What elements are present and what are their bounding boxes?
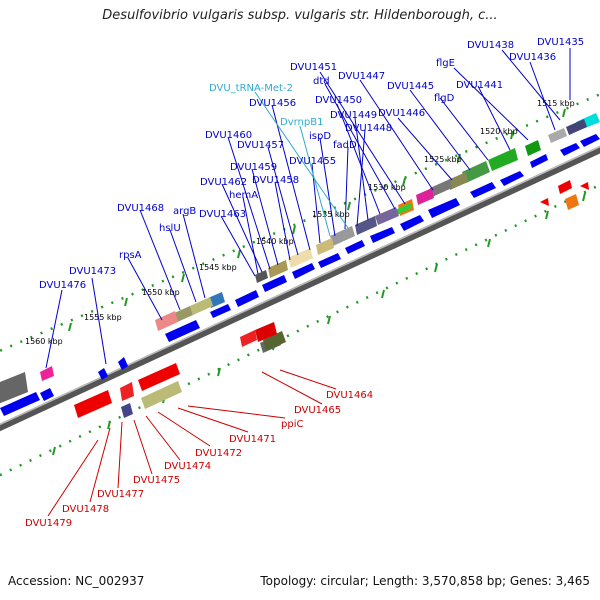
gene-label: DVU1468 [117, 203, 164, 214]
gene-label: DVU1472 [195, 448, 242, 459]
forward-tick-track [0, 92, 600, 353]
gene-label: DVU1447 [338, 71, 385, 82]
forward-gene-arrows [0, 134, 600, 416]
gene-label: DVU1450 [315, 95, 362, 106]
gene-label: DVU1448 [345, 123, 392, 134]
gene-label: DVU1441 [456, 80, 503, 91]
genome-backbone [0, 145, 600, 432]
gene-label: DVU1438 [467, 40, 514, 51]
gene-label: DVU1436 [509, 52, 556, 63]
scale-ticks [52, 108, 586, 456]
gene-label: DVU1445 [387, 81, 434, 92]
gene-label: argB [173, 206, 196, 217]
gene-label: ppiC [281, 419, 303, 430]
gene-label: DVU1465 [294, 405, 341, 416]
scale-labels: 1515 kbp 1520 kbp 1525 kbp 1530 kbp 1535… [25, 99, 575, 346]
gene-label: DVU1477 [97, 489, 144, 500]
map-title: Desulfovibrio vulgaris subsp. vulgaris s… [102, 8, 498, 23]
gene-label: rpsA [119, 250, 142, 261]
gene-label: hemA [229, 190, 258, 201]
forward-gene-boxes [0, 113, 600, 404]
forward-leader-lines [45, 48, 571, 369]
gene-label: ispD [309, 131, 331, 142]
gene-label: DVU1435 [537, 37, 584, 48]
gene-label: DVU1475 [133, 475, 180, 486]
rna-gene-labels: DVU_tRNA-Met-2 DvrnpB1 [209, 83, 323, 128]
gene-label: DVU1462 [200, 177, 247, 188]
reverse-gene-features [74, 180, 589, 418]
gene-label: DVU1455 [289, 156, 336, 167]
gene-label: DVU1457 [237, 140, 284, 151]
gene-label: flgE [436, 58, 455, 69]
gene-label: DVU1449 [330, 110, 377, 121]
gene-label: DvrnpB1 [280, 117, 323, 128]
scale-label: 1540 kbp [256, 237, 294, 246]
gene-label: dtd [313, 76, 330, 87]
scale-label: 1525 kbp [424, 155, 462, 164]
accession-text: Accession: NC_002937 [8, 574, 145, 588]
scale-label: 1560 kbp [25, 337, 63, 346]
gene-label: DVU1459 [230, 162, 277, 173]
gene-label: DVU1473 [69, 266, 116, 277]
gene-label: DVU1478 [62, 504, 109, 515]
gene-label: DVU1474 [164, 461, 211, 472]
reverse-gene-labels: DVU1464 DVU1465 ppiC DVU1471 DVU1472 DVU… [25, 390, 373, 529]
gene-label: DVU1479 [25, 518, 72, 529]
gene-label: DVU1456 [249, 98, 296, 109]
scale-label: 1555 kbp [84, 313, 122, 322]
reverse-tick-track [0, 183, 600, 477]
gene-label: DVU1464 [326, 390, 373, 401]
gene-label: DVU_tRNA-Met-2 [209, 83, 293, 94]
scale-label: 1520 kbp [480, 127, 518, 136]
gene-label: flgD [434, 93, 455, 104]
rna-leader-lines [254, 91, 349, 237]
gene-label: DVU1460 [205, 130, 252, 141]
forward-gene-labels: DVU1435 DVU1438 DVU1436 flgE DVU1441 flg… [39, 37, 584, 291]
gene-label: DVU1458 [252, 175, 299, 186]
gene-label: fadD [333, 140, 357, 151]
gene-label: DVU1451 [290, 62, 337, 73]
gene-label: DVU1463 [199, 209, 246, 220]
scale-label: 1515 kbp [537, 99, 575, 108]
gene-label: DVU1476 [39, 280, 86, 291]
reverse-leader-lines [47, 369, 337, 517]
scale-label: 1545 kbp [199, 263, 237, 272]
gene-label: hslU [159, 223, 181, 234]
topology-summary: Topology: circular; Length: 3,570,858 bp… [260, 574, 590, 588]
scale-label: 1535 kbp [312, 210, 350, 219]
scale-label: 1550 kbp [142, 288, 180, 297]
gene-label: DVU1446 [378, 108, 425, 119]
gene-label: DVU1471 [229, 434, 276, 445]
scale-label: 1530 kbp [368, 183, 406, 192]
